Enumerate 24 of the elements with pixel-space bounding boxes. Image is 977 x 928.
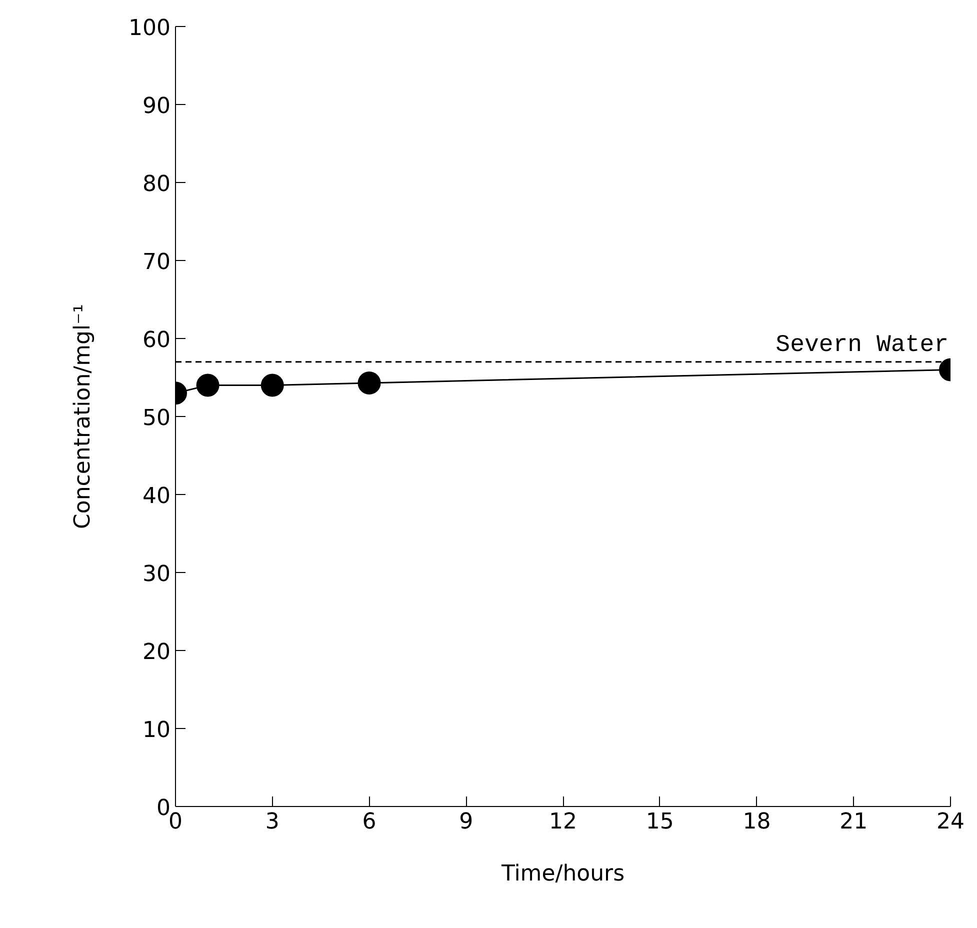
y-tick-label: 70 <box>142 250 171 275</box>
x-tick-label: 9 <box>459 810 474 834</box>
y-tick-label: 40 <box>142 484 171 509</box>
x-tick-label: 21 <box>840 810 868 834</box>
ref-line-label: Severn Water <box>776 332 948 359</box>
y-axis-title: Concentration/mgl⁻¹ <box>70 304 96 529</box>
y-tick-label: 100 <box>128 16 171 41</box>
y-tick-label: 80 <box>142 172 171 197</box>
y-tick-label: 30 <box>142 562 171 587</box>
point <box>196 374 220 397</box>
x-tick-label: 6 <box>362 810 376 834</box>
point <box>358 371 381 394</box>
x-axis-title: Time/hours <box>500 862 625 886</box>
y-tick-label: 10 <box>142 718 171 743</box>
y-tick-label: 90 <box>142 94 171 119</box>
x-tick-label: 12 <box>549 810 578 834</box>
point <box>260 374 284 397</box>
x-tick-label: 18 <box>742 810 771 834</box>
x-tick-label: 24 <box>936 810 965 834</box>
x-tick-label: 15 <box>646 810 674 834</box>
y-tick-label: 60 <box>142 328 171 353</box>
y-tick-label: 20 <box>142 640 171 665</box>
y-tick-label: 50 <box>142 406 171 431</box>
x-tick-label: 3 <box>265 810 280 834</box>
